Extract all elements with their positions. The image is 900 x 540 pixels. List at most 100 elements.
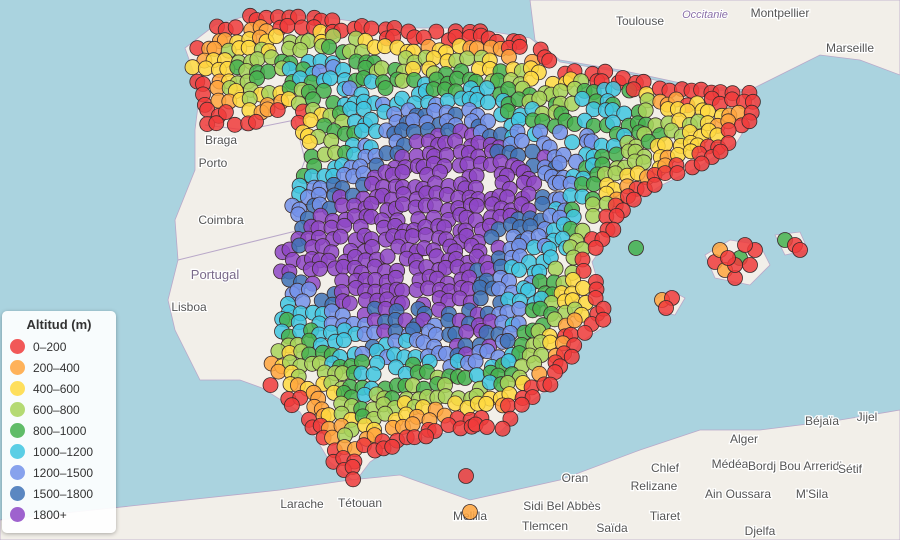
station-dot[interactable] [478,419,495,435]
station-dot[interactable] [494,420,511,437]
station-dot[interactable] [480,113,496,130]
station-dot[interactable] [547,260,564,277]
legend-label: 1200–1500 [33,465,94,480]
station-dot[interactable] [737,237,753,253]
station-dot[interactable] [365,366,382,383]
station-dot[interactable] [472,290,489,307]
station-dot[interactable] [268,28,284,45]
station-dot[interactable] [585,207,601,224]
station-dot[interactable] [566,312,583,329]
station-dot[interactable] [552,124,568,141]
station-dot[interactable] [792,242,808,258]
station-dot[interactable] [511,300,528,317]
station-dot[interactable] [315,82,332,99]
place-label: Montpellier [751,6,810,20]
station-dot[interactable] [458,468,474,484]
station-dot[interactable] [499,332,516,349]
station-dot[interactable] [513,396,530,413]
station-dot[interactable] [262,377,279,394]
station-dot[interactable] [404,228,421,245]
station-dot[interactable] [587,290,604,306]
station-dot[interactable] [302,112,319,129]
station-dot[interactable] [468,197,485,214]
station-dot[interactable] [628,240,644,256]
station-dot[interactable] [669,165,686,182]
station-dot[interactable] [520,282,537,299]
station-dot[interactable] [637,102,654,119]
station-dot[interactable] [575,262,592,279]
station-dot[interactable] [279,17,296,34]
station-dot[interactable] [646,176,663,193]
station-dot[interactable] [625,191,642,208]
station-dot[interactable] [269,102,286,118]
station-dot[interactable] [575,280,591,296]
station-dot[interactable] [564,134,580,151]
station-dot[interactable] [226,116,243,133]
legend-swatch [10,360,25,375]
station-dot[interactable] [551,155,568,172]
station-dot[interactable] [693,155,710,172]
station-dot[interactable] [595,311,612,328]
station-dot[interactable] [462,504,478,520]
legend-swatch [10,402,25,417]
station-dot[interactable] [542,376,559,393]
station-dot[interactable] [418,428,435,445]
station-dot[interactable] [658,300,674,316]
station-dot[interactable] [605,221,622,238]
station-dot[interactable] [332,228,349,245]
station-dot[interactable] [720,250,736,266]
station-dot[interactable] [384,438,401,455]
station-dot[interactable] [511,38,528,55]
station-dot[interactable] [373,60,390,77]
station-dot[interactable] [511,261,527,278]
station-dot[interactable] [479,80,495,97]
station-dot[interactable] [291,237,308,254]
station-dot[interactable] [217,104,234,120]
station-dot[interactable] [270,363,287,380]
station-dot[interactable] [480,94,496,111]
station-dot[interactable] [377,80,394,96]
station-dot[interactable] [458,323,475,340]
station-dot[interactable] [283,397,300,414]
station-dot[interactable] [541,52,558,69]
station-dot[interactable] [563,348,580,365]
station-dot[interactable] [301,134,318,151]
station-dot[interactable] [534,195,551,212]
station-dot[interactable] [353,122,370,139]
station-dot[interactable] [321,39,337,55]
place-label: Braga [205,133,237,147]
station-dot[interactable] [585,176,602,193]
legend-swatch [10,381,25,396]
station-dot[interactable] [712,143,729,160]
station-dot[interactable] [574,91,591,107]
station-dot[interactable] [467,353,484,370]
station-dot[interactable] [197,60,214,77]
place-label: Toulouse [616,14,664,28]
station-dot[interactable] [335,332,352,349]
station-dot[interactable] [524,389,541,406]
station-dot[interactable] [417,227,434,244]
station-dot[interactable] [500,353,517,370]
station-dot[interactable] [608,207,625,224]
legend-swatch [10,486,25,501]
legend-label: 1500–1800 [33,486,94,501]
place-label: Tlemcen [522,519,568,533]
station-dot[interactable] [394,164,411,181]
station-dot[interactable] [500,397,516,414]
station-dot[interactable] [478,395,495,412]
station-dot[interactable] [741,113,758,130]
station-dot[interactable] [345,471,362,488]
station-dot[interactable] [184,59,201,76]
station-dot[interactable] [379,248,396,265]
station-dot[interactable] [468,367,485,384]
station-dot[interactable] [587,239,604,256]
station-dot[interactable] [742,257,758,273]
station-dot[interactable] [311,260,328,277]
station-dot[interactable] [341,295,358,312]
station-dot[interactable] [292,42,309,58]
station-dot[interactable] [248,113,264,130]
station-dot[interactable] [208,115,225,132]
station-dot[interactable] [513,132,530,149]
station-dot[interactable] [227,19,244,36]
station-dot[interactable] [577,324,593,341]
